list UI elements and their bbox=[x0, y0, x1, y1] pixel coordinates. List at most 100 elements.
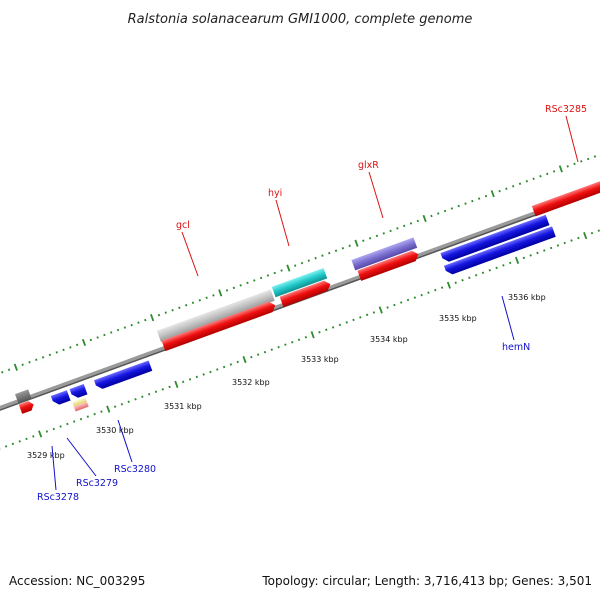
outer-tick bbox=[328, 251, 331, 255]
inner-tick bbox=[242, 355, 247, 364]
gene-label-hemN[interactable]: hemN bbox=[502, 342, 530, 353]
gene-left-red[interactable] bbox=[18, 400, 36, 414]
inner-tick bbox=[297, 338, 301, 341]
leader-line-RSc3279 bbox=[66, 437, 97, 477]
outer-tick bbox=[110, 331, 113, 334]
outer-tick bbox=[89, 338, 92, 342]
gene-RSc3280[interactable] bbox=[94, 360, 153, 390]
inner-tick bbox=[577, 236, 580, 240]
outer-tick bbox=[300, 261, 304, 265]
gene-hemN-1[interactable] bbox=[440, 214, 550, 264]
outer-tick bbox=[505, 187, 508, 190]
gene-RSc3279[interactable] bbox=[69, 384, 88, 399]
outer-tick bbox=[362, 239, 365, 243]
gene-left-gray[interactable] bbox=[15, 389, 32, 404]
accession-text: Accession: NC_003295 bbox=[9, 574, 145, 588]
inner-tick bbox=[174, 380, 179, 388]
inner-tick bbox=[413, 296, 417, 299]
outer-tick bbox=[205, 296, 208, 300]
gene-label-glxR[interactable]: glxR bbox=[358, 160, 379, 171]
gene-label-RSc3280[interactable]: RSc3280 bbox=[114, 464, 156, 475]
gene-hyi-cyan[interactable] bbox=[271, 268, 328, 298]
outer-tick bbox=[368, 237, 372, 240]
gene-label-gcl[interactable]: gcl bbox=[176, 220, 190, 231]
inner-tick bbox=[161, 388, 164, 391]
outer-tick bbox=[253, 279, 256, 282]
inner-tick bbox=[304, 336, 308, 339]
feature-yellow[interactable] bbox=[72, 397, 88, 407]
inner-tick bbox=[420, 293, 423, 297]
gene-label-RSc3278[interactable]: RSc3278 bbox=[37, 492, 79, 503]
inner-tick bbox=[284, 343, 287, 346]
genome-track bbox=[0, 153, 600, 451]
outer-tick bbox=[566, 165, 569, 168]
gene-label-RSc3285[interactable]: RSc3285 bbox=[545, 104, 587, 115]
outer-tick bbox=[409, 222, 413, 225]
outer-tick bbox=[593, 155, 597, 158]
inner-tick bbox=[79, 417, 83, 421]
gene-RSc3285[interactable] bbox=[531, 178, 600, 217]
outer-tick bbox=[144, 318, 147, 322]
gene-glxR-purple[interactable] bbox=[351, 237, 418, 271]
inner-tick bbox=[66, 422, 69, 426]
outer-tick bbox=[273, 271, 276, 275]
inner-tick bbox=[543, 249, 546, 252]
outer-tick bbox=[586, 157, 590, 161]
inner-tick bbox=[514, 256, 520, 264]
outer-tick bbox=[266, 274, 270, 277]
outer-tick bbox=[416, 219, 420, 223]
inner-tick bbox=[93, 412, 96, 416]
inner-tick bbox=[291, 340, 294, 344]
inner-tick bbox=[502, 264, 505, 267]
inner-tick bbox=[86, 415, 90, 418]
inner-tick bbox=[263, 350, 267, 354]
gene-glxR[interactable] bbox=[357, 249, 420, 281]
leader-line-hemN bbox=[501, 295, 515, 341]
outer-tick bbox=[375, 234, 379, 238]
inner-tick bbox=[250, 355, 253, 359]
gene-label-hyi[interactable]: hyi bbox=[268, 188, 282, 199]
inner-tick bbox=[270, 348, 273, 351]
outer-tick bbox=[1, 370, 4, 374]
gene-RSc3278[interactable] bbox=[50, 390, 71, 406]
gene-hemN[interactable] bbox=[443, 226, 556, 276]
outer-tick bbox=[55, 351, 58, 354]
outer-tick bbox=[137, 321, 140, 324]
inner-tick bbox=[38, 430, 43, 438]
outer-tick bbox=[403, 224, 406, 228]
inner-tick bbox=[338, 323, 342, 327]
inner-tick bbox=[454, 281, 457, 284]
outer-tick bbox=[28, 361, 31, 364]
leader-line-glxR bbox=[368, 171, 384, 219]
gene-gcl-gray[interactable] bbox=[156, 289, 275, 343]
inner-tick bbox=[59, 425, 62, 428]
outer-tick bbox=[246, 281, 249, 285]
inner-tick bbox=[372, 311, 376, 314]
outer-tick bbox=[225, 289, 229, 292]
gene-label-RSc3279[interactable]: RSc3279 bbox=[76, 478, 118, 489]
outer-tick bbox=[150, 314, 155, 322]
inner-tick bbox=[597, 229, 600, 232]
outer-tick bbox=[389, 229, 392, 233]
tick-label: 3534 kbp bbox=[370, 335, 408, 344]
inner-tick bbox=[168, 385, 171, 389]
gene-gcl[interactable] bbox=[161, 300, 278, 352]
tick-label: 3536 kbp bbox=[508, 293, 546, 302]
outer-tick bbox=[178, 306, 181, 309]
gene-hyi[interactable] bbox=[279, 279, 333, 308]
inner-tick bbox=[427, 291, 430, 294]
inner-tick bbox=[216, 368, 219, 371]
inner-tick bbox=[345, 321, 348, 324]
leader-line-RSc3280 bbox=[117, 419, 133, 463]
tick-label: 3535 kbp bbox=[439, 314, 477, 323]
inner-tick bbox=[495, 266, 498, 270]
feature-pink[interactable] bbox=[73, 401, 89, 412]
tick-label: 3529 kbp bbox=[27, 451, 65, 460]
outer-tick bbox=[341, 246, 345, 250]
outer-tick bbox=[518, 182, 522, 185]
inner-tick bbox=[100, 410, 103, 413]
outer-tick bbox=[96, 336, 99, 339]
genome-summary-text: Topology: circular; Length: 3,716,413 bp… bbox=[261, 574, 592, 588]
outer-tick bbox=[477, 197, 481, 200]
